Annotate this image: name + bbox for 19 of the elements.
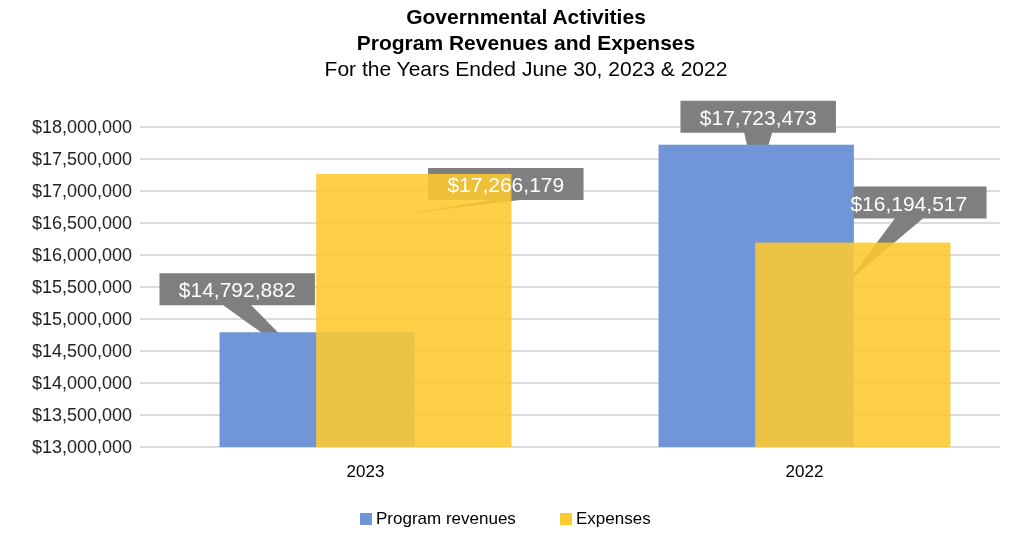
data-label: $17,723,473 <box>699 105 817 129</box>
y-tick-label: $18,000,000 <box>31 117 132 137</box>
chart-title: Governmental Activities Program Revenues and Expenses <box>356 5 696 54</box>
y-tick-label: $15,500,000 <box>31 277 132 297</box>
y-tick-label: $17,500,000 <box>31 149 132 169</box>
x-tick-label: 2023 <box>346 462 385 481</box>
y-tick-label: $16,000,000 <box>31 245 132 265</box>
y-tick-label: $14,500,000 <box>31 341 132 361</box>
chart-subtitle: For the Years Ended June 30, 2023 & 2022 <box>324 57 728 80</box>
y-tick-label: $16,500,000 <box>31 213 132 233</box>
y-tick-label: $13,000,000 <box>31 437 132 457</box>
legend-label: Expenses <box>576 509 651 528</box>
y-tick-label: $13,500,000 <box>31 405 132 425</box>
data-label: $14,792,882 <box>178 278 296 302</box>
y-tick-label: $14,000,000 <box>31 373 132 393</box>
legend-label: Program revenues <box>376 509 516 528</box>
y-tick-label: $15,000,000 <box>31 309 132 329</box>
y-tick-label: $17,000,000 <box>31 181 132 201</box>
x-tick-label: 2022 <box>785 462 824 481</box>
